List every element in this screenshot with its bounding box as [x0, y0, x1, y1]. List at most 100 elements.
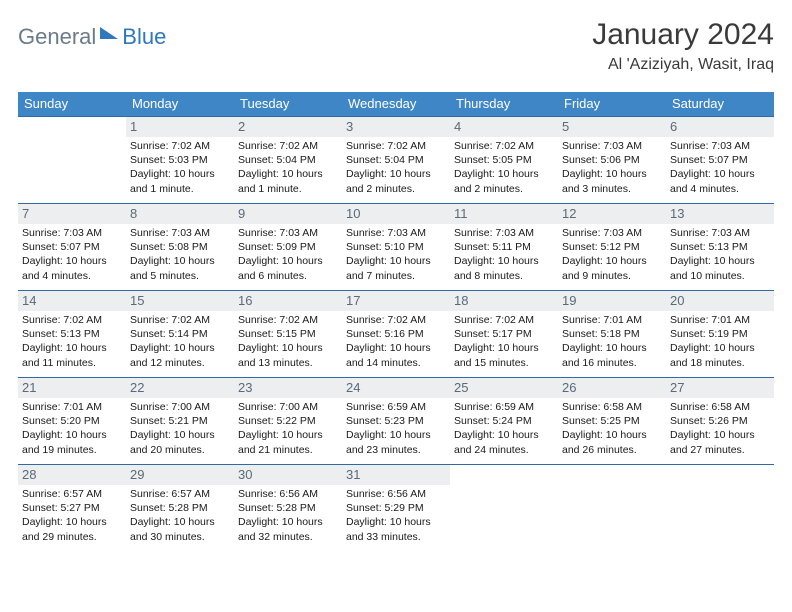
calendar-day-cell: 0- — [450, 465, 558, 552]
day-number: 30 — [234, 465, 342, 485]
calendar-day-cell: 22Sunrise: 7:00 AMSunset: 5:21 PMDayligh… — [126, 378, 234, 465]
calendar-week-row: 21Sunrise: 7:01 AMSunset: 5:20 PMDayligh… — [18, 378, 774, 465]
calendar-day-cell: 7Sunrise: 7:03 AMSunset: 5:07 PMDaylight… — [18, 204, 126, 291]
day-info: Sunrise: 7:03 AMSunset: 5:06 PMDaylight:… — [558, 137, 666, 196]
weekday-header: Saturday — [666, 92, 774, 117]
calendar-day-cell: 2Sunrise: 7:02 AMSunset: 5:04 PMDaylight… — [234, 117, 342, 204]
calendar-day-cell: 11Sunrise: 7:03 AMSunset: 5:11 PMDayligh… — [450, 204, 558, 291]
calendar-day-cell: 8Sunrise: 7:03 AMSunset: 5:08 PMDaylight… — [126, 204, 234, 291]
calendar-day-cell: 17Sunrise: 7:02 AMSunset: 5:16 PMDayligh… — [342, 291, 450, 378]
day-number: 31 — [342, 465, 450, 485]
day-number: 3 — [342, 117, 450, 137]
day-number: 25 — [450, 378, 558, 398]
day-number: 5 — [558, 117, 666, 137]
calendar-day-cell: 0- — [18, 117, 126, 204]
weekday-header: Thursday — [450, 92, 558, 117]
day-number: 14 — [18, 291, 126, 311]
day-info: Sunrise: 7:02 AMSunset: 5:04 PMDaylight:… — [234, 137, 342, 196]
day-number: 11 — [450, 204, 558, 224]
day-number: 12 — [558, 204, 666, 224]
calendar-day-cell: 27Sunrise: 6:58 AMSunset: 5:26 PMDayligh… — [666, 378, 774, 465]
day-info: Sunrise: 7:01 AMSunset: 5:20 PMDaylight:… — [18, 398, 126, 457]
weekday-header: Monday — [126, 92, 234, 117]
weekday-header: Tuesday — [234, 92, 342, 117]
day-number: 29 — [126, 465, 234, 485]
day-info: Sunrise: 7:03 AMSunset: 5:13 PMDaylight:… — [666, 224, 774, 283]
calendar-day-cell: 0- — [558, 465, 666, 552]
day-number: 21 — [18, 378, 126, 398]
calendar-day-cell: 25Sunrise: 6:59 AMSunset: 5:24 PMDayligh… — [450, 378, 558, 465]
day-info: Sunrise: 7:02 AMSunset: 5:03 PMDaylight:… — [126, 137, 234, 196]
weekday-header: Friday — [558, 92, 666, 117]
day-info: Sunrise: 7:01 AMSunset: 5:19 PMDaylight:… — [666, 311, 774, 370]
calendar-week-row: 28Sunrise: 6:57 AMSunset: 5:27 PMDayligh… — [18, 465, 774, 552]
day-info: Sunrise: 7:02 AMSunset: 5:13 PMDaylight:… — [18, 311, 126, 370]
day-number: 9 — [234, 204, 342, 224]
day-number: 22 — [126, 378, 234, 398]
day-info: Sunrise: 7:00 AMSunset: 5:21 PMDaylight:… — [126, 398, 234, 457]
weekday-header: Sunday — [18, 92, 126, 117]
day-info: Sunrise: 6:59 AMSunset: 5:24 PMDaylight:… — [450, 398, 558, 457]
logo-word1: General — [18, 24, 96, 50]
calendar-day-cell: 15Sunrise: 7:02 AMSunset: 5:14 PMDayligh… — [126, 291, 234, 378]
day-number: 27 — [666, 378, 774, 398]
day-number: 16 — [234, 291, 342, 311]
day-info: Sunrise: 6:56 AMSunset: 5:28 PMDaylight:… — [234, 485, 342, 544]
calendar-day-cell: 1Sunrise: 7:02 AMSunset: 5:03 PMDaylight… — [126, 117, 234, 204]
day-info: Sunrise: 7:01 AMSunset: 5:18 PMDaylight:… — [558, 311, 666, 370]
month-year: January 2024 — [592, 18, 774, 52]
day-number: 8 — [126, 204, 234, 224]
day-info: Sunrise: 7:00 AMSunset: 5:22 PMDaylight:… — [234, 398, 342, 457]
calendar-day-cell: 19Sunrise: 7:01 AMSunset: 5:18 PMDayligh… — [558, 291, 666, 378]
calendar-week-row: 14Sunrise: 7:02 AMSunset: 5:13 PMDayligh… — [18, 291, 774, 378]
day-info: Sunrise: 7:03 AMSunset: 5:08 PMDaylight:… — [126, 224, 234, 283]
calendar-day-cell: 3Sunrise: 7:02 AMSunset: 5:04 PMDaylight… — [342, 117, 450, 204]
day-number: 15 — [126, 291, 234, 311]
day-number: 6 — [666, 117, 774, 137]
day-info: Sunrise: 7:03 AMSunset: 5:07 PMDaylight:… — [666, 137, 774, 196]
calendar-day-cell: 31Sunrise: 6:56 AMSunset: 5:29 PMDayligh… — [342, 465, 450, 552]
calendar-week-row: 0-1Sunrise: 7:02 AMSunset: 5:03 PMDaylig… — [18, 117, 774, 204]
calendar-body: 0-1Sunrise: 7:02 AMSunset: 5:03 PMDaylig… — [18, 117, 774, 552]
calendar-day-cell: 23Sunrise: 7:00 AMSunset: 5:22 PMDayligh… — [234, 378, 342, 465]
logo: General Blue — [18, 24, 166, 50]
day-info: Sunrise: 7:03 AMSunset: 5:07 PMDaylight:… — [18, 224, 126, 283]
day-number: 19 — [558, 291, 666, 311]
day-number: 2 — [234, 117, 342, 137]
day-info: Sunrise: 7:02 AMSunset: 5:05 PMDaylight:… — [450, 137, 558, 196]
calendar-day-cell: 13Sunrise: 7:03 AMSunset: 5:13 PMDayligh… — [666, 204, 774, 291]
calendar-day-cell: 30Sunrise: 6:56 AMSunset: 5:28 PMDayligh… — [234, 465, 342, 552]
calendar-week-row: 7Sunrise: 7:03 AMSunset: 5:07 PMDaylight… — [18, 204, 774, 291]
day-number: 17 — [342, 291, 450, 311]
title-block: January 2024 Al 'Aziziyah, Wasit, Iraq — [592, 18, 774, 74]
calendar-day-cell: 6Sunrise: 7:03 AMSunset: 5:07 PMDaylight… — [666, 117, 774, 204]
day-info: Sunrise: 6:58 AMSunset: 5:26 PMDaylight:… — [666, 398, 774, 457]
day-number: 10 — [342, 204, 450, 224]
day-info: Sunrise: 6:57 AMSunset: 5:28 PMDaylight:… — [126, 485, 234, 544]
day-number: 1 — [126, 117, 234, 137]
calendar-day-cell: 24Sunrise: 6:59 AMSunset: 5:23 PMDayligh… — [342, 378, 450, 465]
day-info: Sunrise: 6:56 AMSunset: 5:29 PMDaylight:… — [342, 485, 450, 544]
calendar-day-cell: 18Sunrise: 7:02 AMSunset: 5:17 PMDayligh… — [450, 291, 558, 378]
day-number: 23 — [234, 378, 342, 398]
day-number: 26 — [558, 378, 666, 398]
location: Al 'Aziziyah, Wasit, Iraq — [592, 56, 774, 74]
logo-triangle-icon — [100, 27, 118, 39]
calendar-day-cell: 21Sunrise: 7:01 AMSunset: 5:20 PMDayligh… — [18, 378, 126, 465]
day-info: Sunrise: 6:57 AMSunset: 5:27 PMDaylight:… — [18, 485, 126, 544]
day-info: Sunrise: 6:59 AMSunset: 5:23 PMDaylight:… — [342, 398, 450, 457]
calendar-day-cell: 14Sunrise: 7:02 AMSunset: 5:13 PMDayligh… — [18, 291, 126, 378]
weekday-header-row: SundayMondayTuesdayWednesdayThursdayFrid… — [18, 92, 774, 117]
day-info: Sunrise: 7:02 AMSunset: 5:15 PMDaylight:… — [234, 311, 342, 370]
logo-word2: Blue — [122, 24, 166, 50]
day-info: Sunrise: 7:02 AMSunset: 5:16 PMDaylight:… — [342, 311, 450, 370]
day-number: 13 — [666, 204, 774, 224]
day-info: Sunrise: 7:03 AMSunset: 5:12 PMDaylight:… — [558, 224, 666, 283]
day-info: Sunrise: 7:02 AMSunset: 5:17 PMDaylight:… — [450, 311, 558, 370]
day-number: 7 — [18, 204, 126, 224]
day-number: 18 — [450, 291, 558, 311]
calendar-day-cell: 5Sunrise: 7:03 AMSunset: 5:06 PMDaylight… — [558, 117, 666, 204]
calendar-day-cell: 20Sunrise: 7:01 AMSunset: 5:19 PMDayligh… — [666, 291, 774, 378]
calendar-day-cell: 10Sunrise: 7:03 AMSunset: 5:10 PMDayligh… — [342, 204, 450, 291]
calendar-day-cell: 16Sunrise: 7:02 AMSunset: 5:15 PMDayligh… — [234, 291, 342, 378]
